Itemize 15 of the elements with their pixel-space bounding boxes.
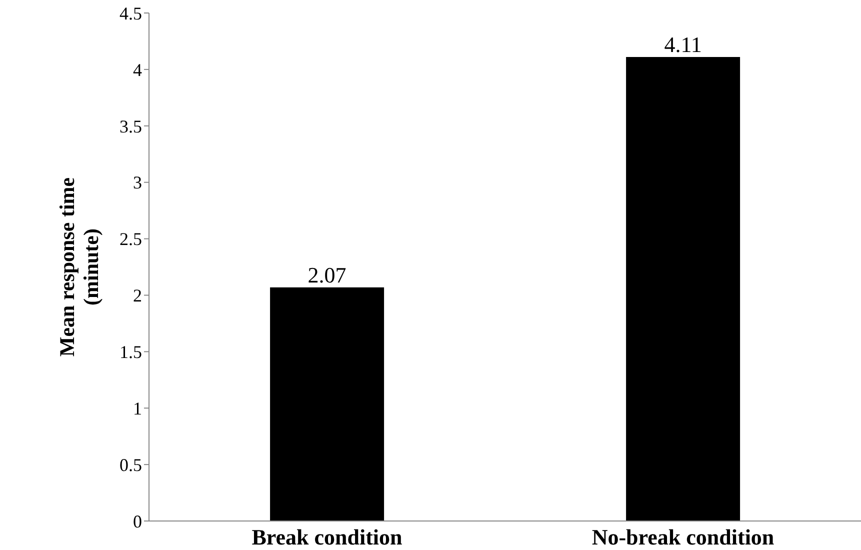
y-tick-label: 2.5: [120, 229, 142, 250]
data-label: 2.07: [308, 262, 346, 288]
y-tick-label: 3.5: [120, 116, 142, 136]
y-tick-label: 0.5: [120, 454, 142, 475]
y-axis-title: Mean response time (minute): [55, 177, 103, 357]
y-tick-label: 4.5: [120, 3, 142, 24]
y-tick-label: 4: [133, 60, 142, 80]
y-tick-label: 1.5: [120, 342, 142, 362]
y-tick-label: 1: [133, 398, 142, 418]
y-tick-label: 0: [133, 511, 142, 532]
x-tick-label: Break condition: [252, 524, 402, 550]
x-tick-label: No-break condition: [592, 524, 774, 550]
y-tick-label: 2: [133, 286, 142, 306]
data-label: 4.11: [664, 32, 702, 58]
y-tick-label: 3: [133, 172, 142, 193]
